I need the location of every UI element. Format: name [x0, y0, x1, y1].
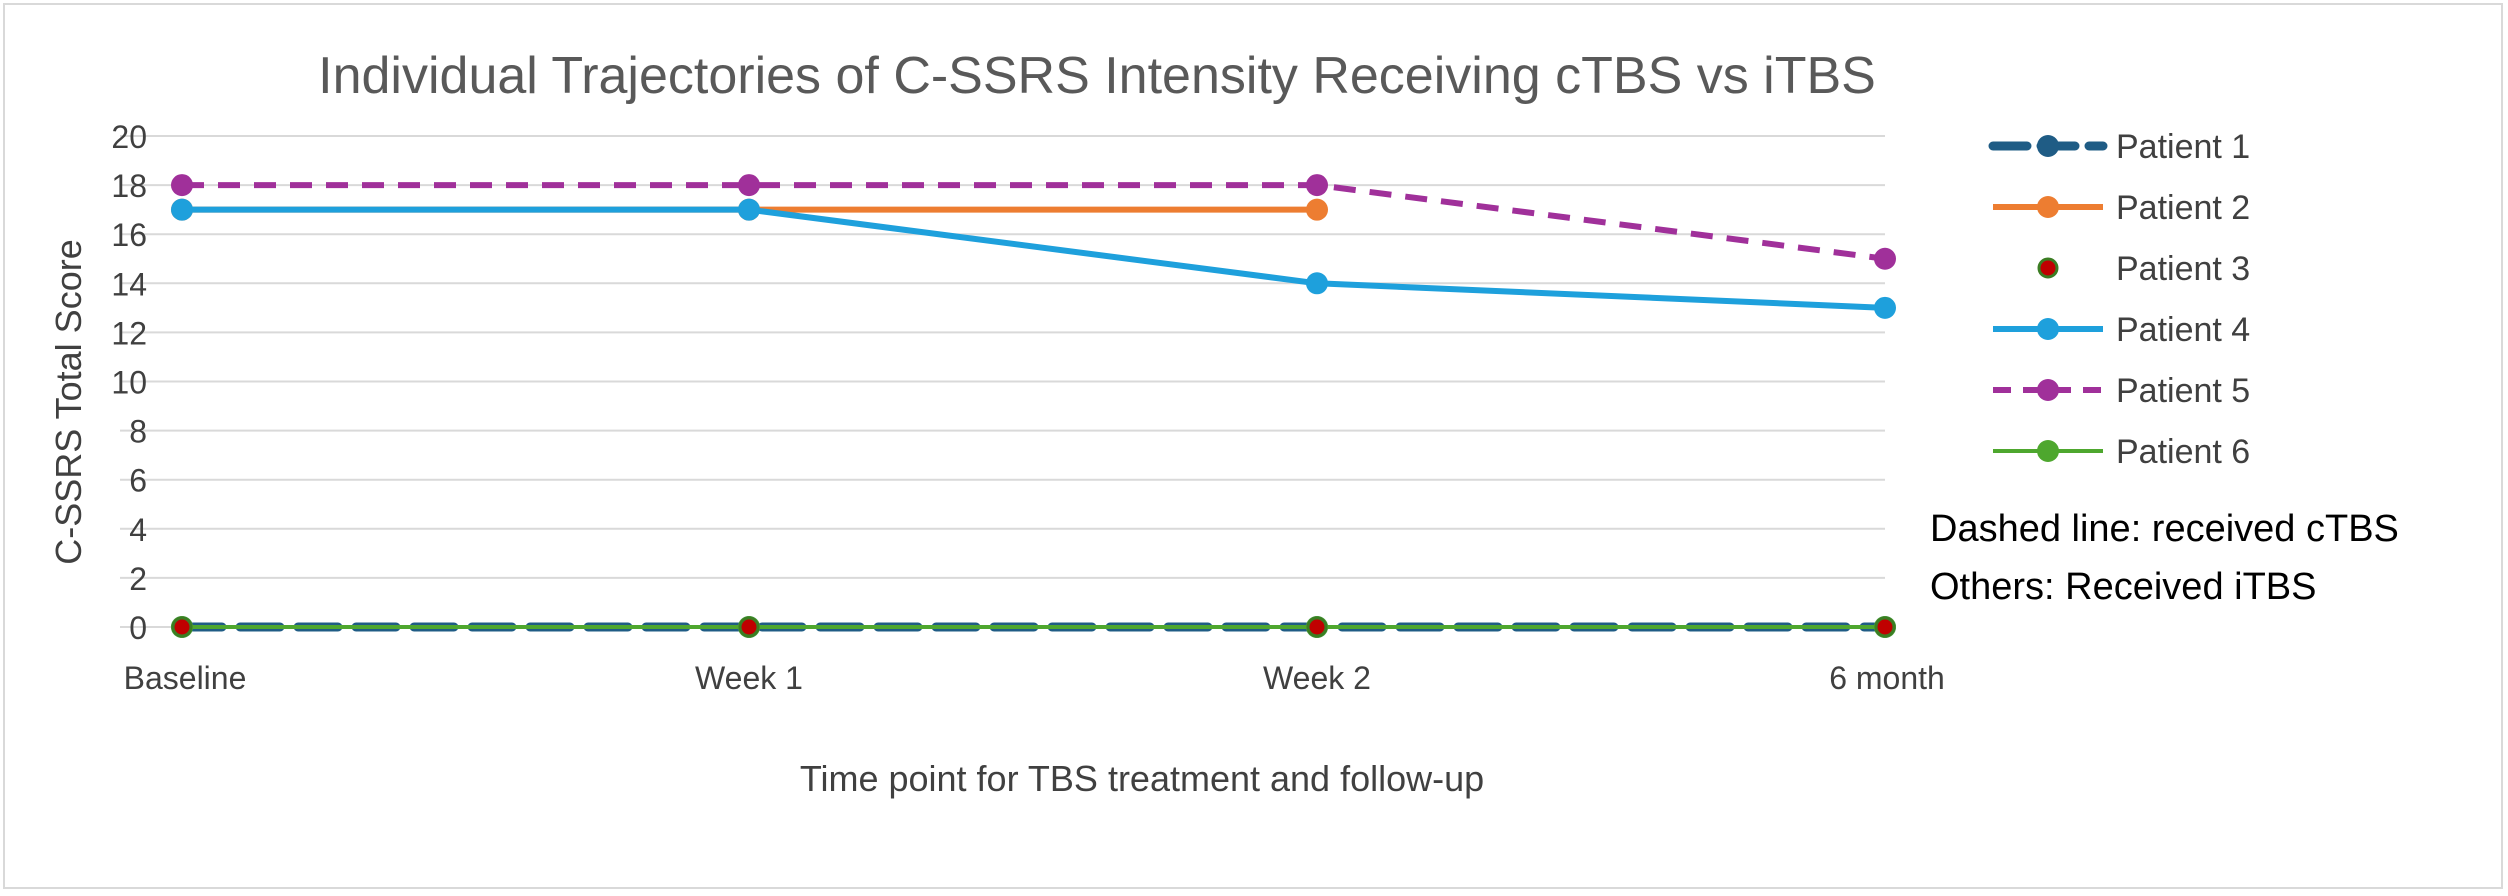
- x-tick-label: Week 1: [695, 660, 803, 696]
- patient-3-point: [171, 616, 193, 638]
- legend-label: Patient 2: [2116, 189, 2250, 227]
- y-tick-label: 8: [129, 414, 147, 450]
- chart-title: Individual Trajectories of C-SSRS Intens…: [318, 47, 1876, 105]
- y-tick-label: 18: [111, 168, 147, 204]
- legend-item-patient-4: Patient 4: [1993, 311, 2250, 349]
- y-axis-label: C-SSRS Total Score: [48, 239, 89, 564]
- x-tick-label: Baseline: [124, 660, 247, 696]
- legend-swatch-marker: [2037, 318, 2059, 340]
- patient-2-point: [1306, 198, 1328, 221]
- legend-item-patient-5: Patient 5: [1993, 372, 2250, 410]
- y-tick-label: 14: [111, 266, 147, 302]
- y-tick-label: 10: [111, 365, 147, 401]
- legend-label: Patient 4: [2116, 311, 2250, 349]
- legend-swatch-marker: [2037, 440, 2059, 462]
- legend-label: Patient 5: [2116, 372, 2250, 410]
- patient-4-point: [738, 198, 760, 221]
- patient-3-point: [738, 616, 760, 638]
- y-tick-label: 20: [111, 119, 147, 155]
- patient-3-point: [1306, 616, 1328, 638]
- y-tick-label: 4: [129, 512, 147, 548]
- y-tick-label: 2: [129, 561, 147, 597]
- y-tick-label: 0: [129, 610, 147, 646]
- chart-svg: Individual Trajectories of C-SSRS Intens…: [48, 47, 2399, 799]
- plot-series: [171, 174, 1896, 638]
- legend-item-patient-3: Patient 3: [2037, 250, 2250, 288]
- patient-5-point: [738, 174, 760, 197]
- patient-5-point: [171, 174, 193, 197]
- patient-3-point: [1874, 616, 1896, 638]
- legend-item-patient-6: Patient 6: [1993, 433, 2250, 471]
- y-tick-label: 12: [111, 315, 147, 351]
- annotation-others: Others: Received iTBS: [1930, 566, 2316, 608]
- legend: Patient 1 Patient 2 Patient 3 Patient 4 Pati…: [1988, 128, 2250, 471]
- x-axis-ticks: Baseline Week 1 Week 2 6 month: [124, 660, 1945, 696]
- patient-5-point: [1306, 174, 1328, 197]
- x-tick-label: 6 month: [1829, 660, 1945, 696]
- legend-swatch-marker: [2037, 257, 2059, 279]
- legend-label: Patient 6: [2116, 433, 2250, 471]
- x-tick-label: Week 2: [1263, 660, 1371, 696]
- legend-swatch-marker: [2037, 379, 2059, 401]
- y-axis-ticks: 0 2 4 6 8 10 12 14 16 18 20: [111, 119, 147, 646]
- legend-swatch-marker: [2037, 135, 2059, 157]
- legend-item-patient-1: Patient 1: [1988, 128, 2250, 166]
- patient-4-line: [182, 206, 1886, 311]
- x-axis-label: Time point for TBS treatment and follow-…: [800, 758, 1484, 799]
- patient-4-point: [1874, 296, 1896, 319]
- chart-frame: Individual Trajectories of C-SSRS Intens…: [3, 3, 2503, 889]
- patient-5-point: [1874, 247, 1896, 270]
- legend-swatch-marker: [2037, 196, 2059, 218]
- gridlines: [120, 135, 1885, 628]
- legend-label: Patient 1: [2116, 128, 2250, 166]
- patient-5-line: [182, 182, 1886, 262]
- patient-4-point: [171, 198, 193, 221]
- legend-label: Patient 3: [2116, 250, 2250, 288]
- annotation-dashed: Dashed line: received cTBS: [1930, 508, 2399, 550]
- y-tick-label: 6: [129, 463, 147, 499]
- patient-4-point: [1306, 272, 1328, 295]
- legend-item-patient-2: Patient 2: [1993, 189, 2250, 227]
- y-tick-label: 16: [111, 217, 147, 253]
